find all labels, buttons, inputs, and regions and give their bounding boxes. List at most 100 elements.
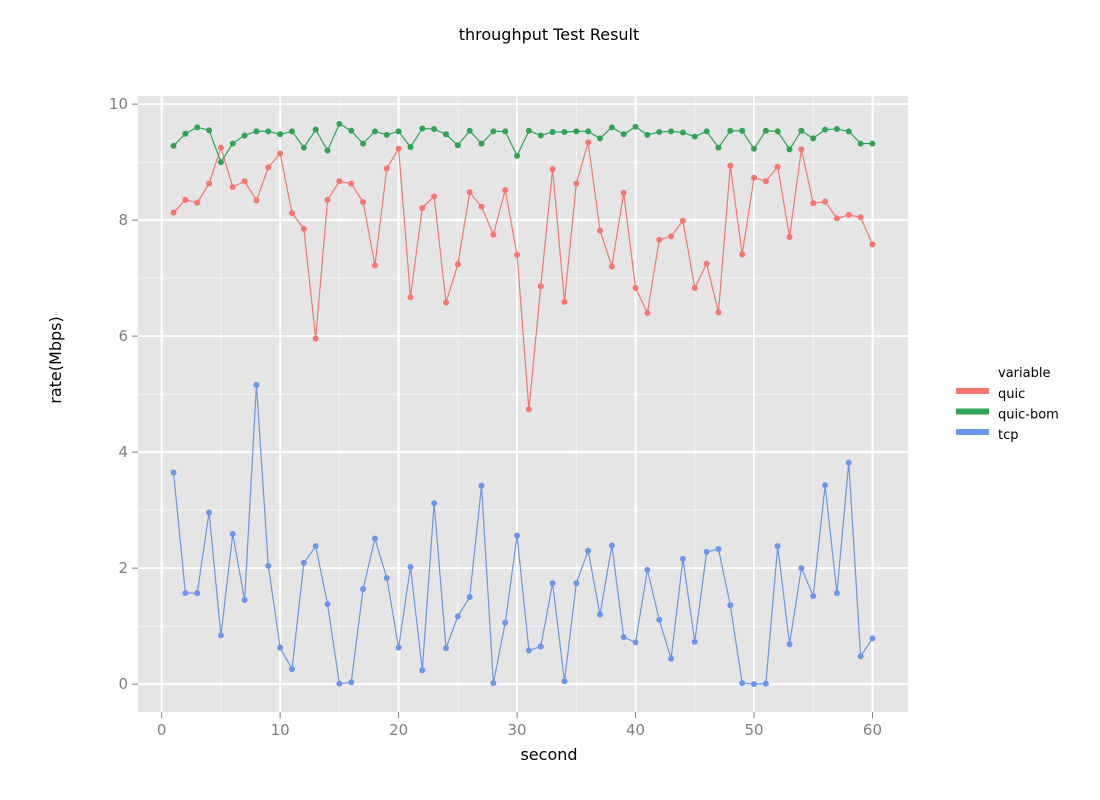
data-point-tcp — [170, 469, 177, 476]
data-point-tcp — [194, 590, 201, 597]
data-point-tcp — [490, 679, 497, 686]
data-point-tcp — [822, 482, 829, 489]
data-point-tcp — [751, 681, 757, 688]
data-point-quic-bom — [762, 127, 769, 134]
data-point-tcp — [597, 611, 603, 618]
data-point-quic-bom — [537, 132, 544, 139]
data-point-quic-bom — [573, 128, 580, 135]
data-point-quic-bom — [407, 144, 414, 151]
data-point-quic-bom — [656, 128, 663, 135]
minor-grid — [138, 96, 908, 712]
data-point-tcp — [206, 509, 213, 516]
series-points — [170, 120, 876, 688]
data-point-tcp — [360, 586, 367, 593]
data-point-tcp — [312, 543, 319, 550]
data-point-tcp — [514, 532, 521, 539]
data-point-quic — [857, 214, 864, 221]
data-point-quic — [585, 139, 592, 146]
data-point-quic-bom — [668, 128, 675, 135]
data-point-tcp — [217, 632, 224, 639]
data-point-quic-bom — [620, 131, 627, 138]
data-point-quic — [822, 198, 829, 205]
y-tick-label: 0 — [118, 675, 128, 693]
data-point-quic-bom — [561, 128, 568, 135]
data-point-quic — [573, 180, 580, 187]
data-point-quic — [217, 144, 224, 151]
x-tick-label: 20 — [389, 721, 408, 739]
legend-label-tcp: tcp — [998, 428, 1019, 443]
data-point-quic-bom — [383, 131, 390, 138]
data-point-quic-bom — [443, 131, 449, 138]
data-point-quic-bom — [798, 127, 805, 134]
data-point-quic — [869, 241, 876, 248]
data-point-quic-bom — [217, 159, 224, 166]
legend-title: variable — [998, 366, 1050, 381]
legend-label-quic: quic — [998, 387, 1025, 402]
data-point-quic — [336, 178, 343, 185]
data-point-quic — [324, 196, 331, 203]
data-point-quic — [371, 262, 378, 269]
y-axis-ticks: 0 2 4 6 8 10 — [109, 95, 138, 693]
data-point-tcp — [833, 590, 840, 597]
data-point-tcp — [644, 566, 651, 573]
data-point-quic — [289, 210, 295, 217]
chart-title: throughput Test Result — [459, 25, 640, 44]
data-point-quic — [253, 197, 260, 204]
data-point-quic — [774, 163, 781, 170]
data-point-quic-bom — [715, 144, 722, 151]
y-tick-label: 8 — [118, 211, 128, 229]
data-point-tcp — [774, 543, 781, 550]
data-point-tcp — [857, 653, 864, 660]
data-point-tcp — [845, 459, 852, 466]
data-point-quic-bom — [774, 128, 781, 135]
data-point-quic — [845, 211, 852, 218]
data-point-quic — [170, 209, 177, 216]
data-point-tcp — [371, 535, 378, 542]
data-point-quic-bom — [312, 126, 319, 133]
data-point-tcp — [703, 548, 710, 555]
x-tick-label: 40 — [626, 721, 645, 739]
data-point-quic — [277, 150, 284, 157]
data-point-quic-bom — [845, 128, 852, 135]
data-point-quic — [727, 162, 734, 169]
data-point-tcp — [182, 590, 189, 597]
data-point-quic — [833, 215, 840, 222]
data-point-quic-bom — [679, 129, 686, 136]
data-point-quic-bom — [490, 128, 497, 135]
legend-swatch-tcp — [956, 429, 989, 435]
legend-items: quic quic-bom tcp — [956, 387, 1059, 443]
y-tick-label: 6 — [118, 327, 128, 345]
data-point-quic-bom — [703, 128, 710, 135]
data-point-tcp — [632, 639, 639, 646]
major-grid — [138, 96, 908, 712]
data-point-tcp — [798, 565, 805, 572]
data-point-quic-bom — [739, 127, 746, 134]
data-point-quic — [514, 251, 521, 258]
data-point-quic-bom — [360, 140, 367, 147]
data-point-tcp — [810, 592, 817, 599]
data-point-quic-bom — [869, 140, 876, 147]
data-point-quic — [478, 203, 485, 210]
data-point-quic-bom — [348, 127, 355, 134]
data-point-quic — [656, 236, 663, 243]
data-point-quic — [490, 231, 497, 238]
y-tick-label: 2 — [118, 559, 128, 577]
data-point-quic-bom — [289, 128, 295, 135]
data-point-quic-bom — [466, 127, 473, 134]
data-point-tcp — [395, 644, 402, 651]
data-point-quic-bom — [691, 133, 698, 140]
data-point-quic — [360, 199, 367, 206]
data-point-tcp — [561, 678, 568, 685]
data-point-quic — [466, 189, 473, 196]
data-point-quic — [194, 199, 201, 206]
data-point-tcp — [324, 601, 331, 608]
data-point-tcp — [739, 679, 746, 686]
data-point-quic — [312, 335, 319, 342]
data-point-quic-bom — [857, 140, 864, 147]
data-point-quic — [715, 309, 722, 316]
data-point-quic — [762, 178, 769, 185]
data-point-quic — [454, 261, 461, 268]
x-tick-label: 10 — [271, 721, 290, 739]
data-point-quic — [810, 200, 817, 207]
